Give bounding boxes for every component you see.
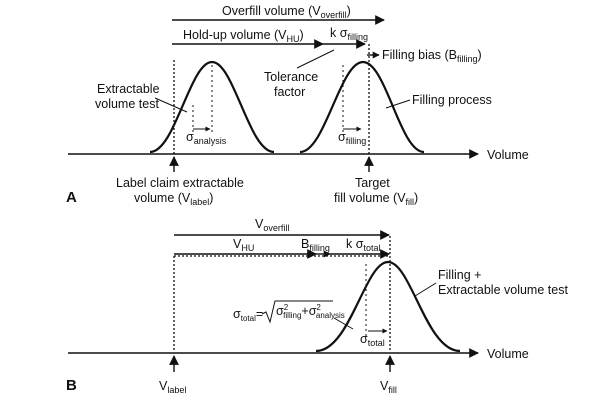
volume-axis-label-b: Volume	[487, 347, 529, 361]
extractable-line1: Extractable	[97, 82, 160, 96]
sigma-analysis-label: σanalysis	[186, 130, 227, 146]
k-sigma-total-label-b: k σtotal	[346, 237, 380, 253]
label-claim-line2: volume (Vlabel)	[134, 191, 213, 207]
target-line1: Target	[355, 176, 390, 190]
combined-bell-curve-b	[315, 260, 461, 353]
panel-b: Voverfill VHU Bfilling k σtotal σtotal F…	[66, 217, 568, 395]
vhu-label-b: VHU	[233, 237, 254, 253]
combined-leader	[414, 282, 437, 297]
vfill-label-b: Vfill	[380, 379, 397, 395]
sqrt-sign	[261, 300, 333, 324]
sigma-total-formula: σtotal= σ2 filling+σ2 analysis	[233, 300, 354, 330]
volume-axis-label-a: Volume	[487, 148, 529, 162]
sigma-total-label-b: σtotal	[360, 332, 385, 348]
panel-b-letter: B	[66, 377, 77, 394]
panel-a: Overfill volume (Voverfill) Hold-up volu…	[66, 4, 529, 207]
combined-line1: Filling +	[438, 268, 481, 282]
formula-leader	[333, 317, 354, 330]
formula-radicand: σ2 filling+σ2 analysis	[276, 303, 345, 320]
label-claim-line1: Label claim extractable	[116, 176, 244, 190]
filling-bell-curve-a	[299, 60, 425, 154]
formula-lhs: σtotal=	[233, 307, 263, 323]
target-line2: fill volume (Vfill)	[334, 191, 418, 207]
k-sigma-label-a: k σfilling	[330, 26, 368, 42]
filling-process-label: Filling process	[412, 93, 492, 107]
filling-bias-label-a: Filling bias (Bfilling)	[382, 48, 482, 64]
extractable-bell-curve-a	[149, 60, 275, 154]
holdup-label-a: Hold-up volume (VHU)	[183, 28, 304, 44]
overfill-label-b: Voverfill	[255, 217, 289, 233]
extractable-leader	[154, 97, 188, 113]
vlabel-label-b: Vlabel	[159, 379, 186, 395]
sigma-filling-label: σfilling	[338, 130, 366, 146]
panel-a-letter: A	[66, 189, 77, 206]
tolerance-line1: Tolerance	[264, 70, 318, 84]
combined-line2: Extractable volume test	[438, 283, 568, 297]
bfilling-label-b: Bfilling	[301, 237, 330, 253]
tolerance-line2: factor	[274, 85, 305, 99]
extractable-line2: volume test	[95, 97, 159, 111]
tolerance-leader	[296, 49, 335, 69]
overfill-label-a: Overfill volume (Voverfill)	[222, 4, 351, 20]
filling-process-leader	[385, 99, 411, 109]
